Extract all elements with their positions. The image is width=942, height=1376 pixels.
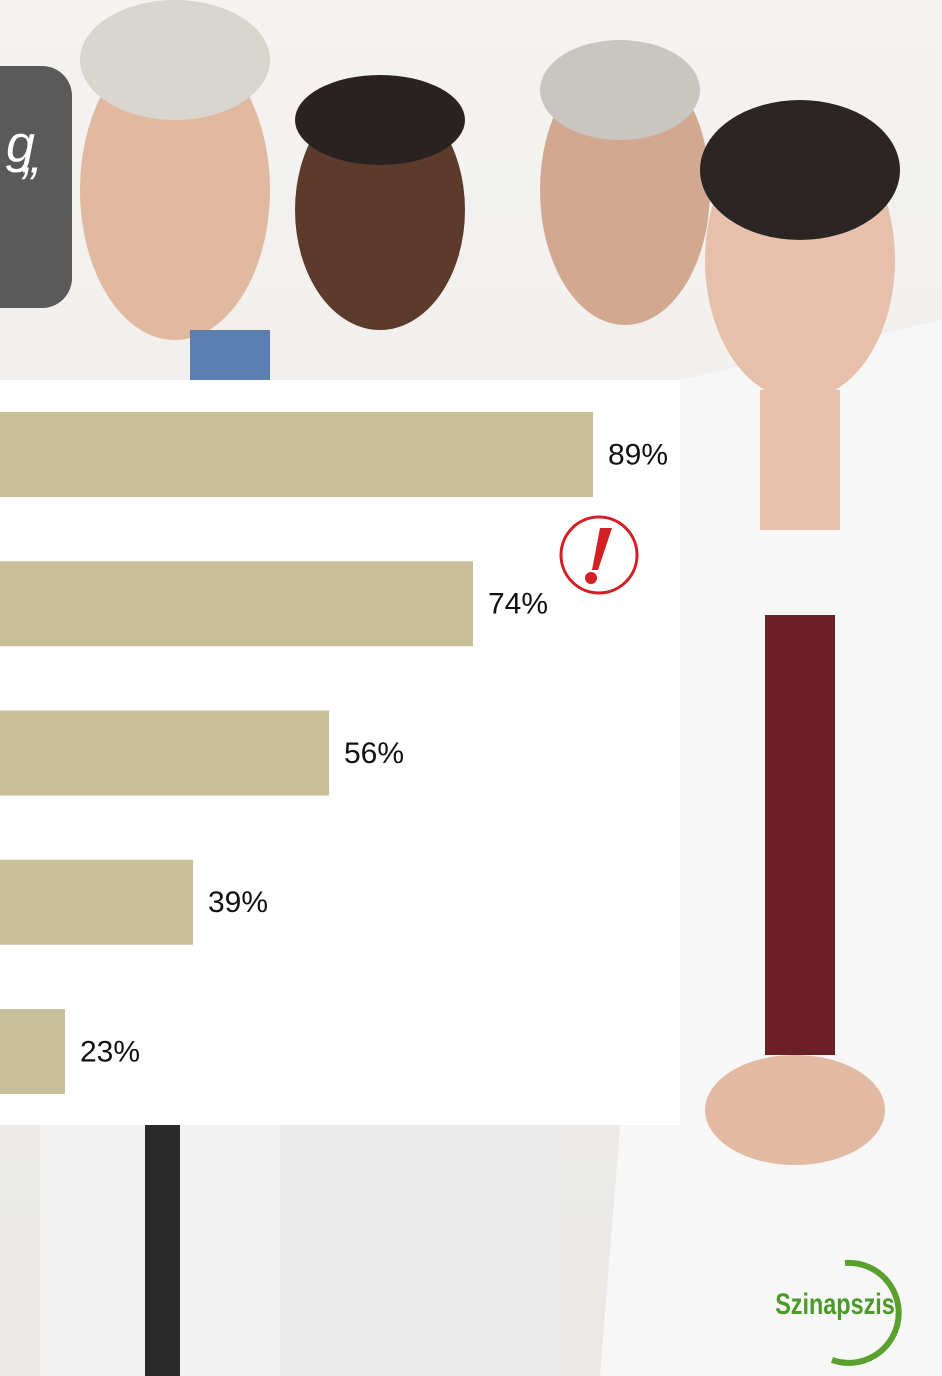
alert-icon — [559, 515, 639, 595]
logo: Szinapszis — [775, 1259, 902, 1366]
bar — [0, 710, 329, 796]
logo-text: Szinapszis — [775, 1287, 895, 1320]
bar — [0, 561, 473, 647]
people-photo — [40, 0, 942, 1376]
value-label: 89% — [608, 438, 668, 471]
quote-fragment: g — [6, 116, 35, 174]
bar — [0, 859, 193, 945]
quote-box — [0, 66, 72, 308]
value-label: 39% — [208, 886, 268, 919]
bar — [0, 412, 593, 497]
quote-fragment: ” — [18, 158, 38, 216]
value-label: 74% — [488, 588, 548, 621]
bar — [0, 1009, 65, 1094]
value-label: 56% — [344, 737, 404, 770]
value-label: 23% — [80, 1035, 140, 1068]
